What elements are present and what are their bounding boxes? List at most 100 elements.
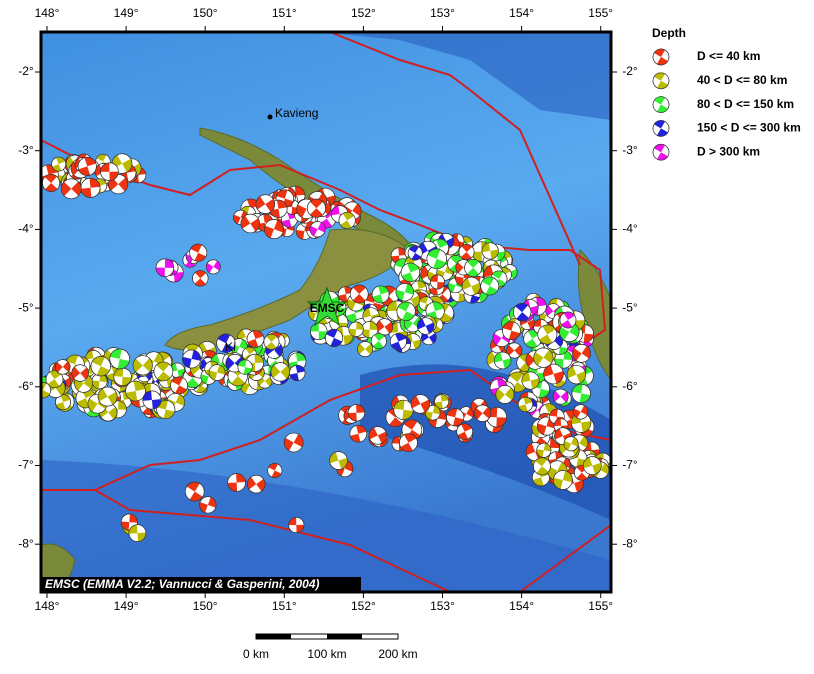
beachball-quadrant <box>106 365 121 381</box>
beachball-outline <box>189 243 208 262</box>
beachball-quadrant <box>352 284 366 303</box>
beachball-quadrant <box>186 482 203 502</box>
credit: EMSC (EMMA V2.2; Vannucci & Gasperini, 2… <box>45 577 320 591</box>
beachball-quadrant <box>521 372 540 389</box>
lon-label: 155° <box>588 6 613 20</box>
beachball-quadrant <box>547 461 568 480</box>
beachball <box>329 451 348 470</box>
beachball-quadrant <box>460 244 473 260</box>
beachball-quadrant <box>400 433 417 452</box>
lon-label: 155° <box>588 599 613 613</box>
beachball <box>400 262 421 282</box>
beachball <box>652 96 670 113</box>
beachball-outline <box>357 341 374 357</box>
beachball <box>536 442 552 458</box>
beachball <box>425 405 441 421</box>
beachball-outline <box>536 442 552 458</box>
beachball-outline <box>347 404 366 422</box>
beachball-outline <box>407 245 423 261</box>
beachball <box>480 276 500 296</box>
beachball-quadrant <box>52 157 66 172</box>
beachball-outline <box>461 276 481 296</box>
lon-label: 153° <box>430 599 455 613</box>
beachball <box>184 481 205 502</box>
beachball-quadrant <box>55 361 71 373</box>
lat-label: -7° <box>18 458 34 472</box>
beachball-quadrant <box>247 476 266 492</box>
beachball <box>41 382 52 399</box>
beachball-quadrant <box>438 234 454 248</box>
lat-label: -3° <box>18 143 34 157</box>
beachball <box>371 285 390 304</box>
beachball-quadrant <box>133 358 153 373</box>
beachball-quadrant <box>281 211 298 228</box>
beachball-outline <box>582 456 602 475</box>
beachball-quadrant <box>310 323 328 340</box>
beachball-outline <box>652 143 670 161</box>
beachball-quadrant <box>583 457 602 475</box>
beachball-outline <box>430 274 445 290</box>
beachball-quadrant <box>206 260 221 273</box>
place-label: Kavieng <box>275 106 318 120</box>
beachball-quadrant <box>567 366 586 384</box>
lat-label: -8° <box>18 536 34 550</box>
beachball-quadrant <box>255 196 275 212</box>
beachball <box>240 213 260 234</box>
beachball-outline <box>153 361 174 382</box>
beachball-quadrant <box>74 375 93 391</box>
beachball-quadrant <box>268 463 282 478</box>
beachball-quadrant <box>462 277 481 295</box>
beachball-outline <box>517 396 534 412</box>
legend-label: D <= 40 km <box>697 49 760 63</box>
beachball <box>523 329 542 348</box>
beachball-quadrant <box>515 303 529 321</box>
beachball-quadrant <box>243 347 256 362</box>
beachball-quadrant <box>78 157 96 176</box>
beachball-quadrant <box>98 388 118 405</box>
scale-bar: 0 km 100 km 200 km <box>243 633 418 661</box>
lon-label: 150° <box>193 599 218 613</box>
beachball-quadrant <box>237 359 253 375</box>
beachball-outline <box>170 376 188 395</box>
beachball <box>652 143 670 161</box>
beachball-quadrant <box>269 200 288 218</box>
beachball-outline <box>434 394 450 409</box>
beachball-outline <box>493 351 512 370</box>
beachball <box>370 333 387 350</box>
deep-basin <box>320 32 611 120</box>
beachball-outline <box>349 424 368 443</box>
beachball <box>464 259 482 277</box>
beachball-outline <box>41 382 52 399</box>
beachball-quadrant <box>361 321 378 338</box>
beachball-outline <box>132 355 153 376</box>
beachball-quadrant <box>372 285 389 303</box>
beachball-quadrant <box>265 334 278 350</box>
beachball <box>192 270 209 287</box>
beachball-quadrant <box>446 408 464 426</box>
beachball-outline <box>125 380 146 402</box>
beachball-quadrant <box>481 242 499 260</box>
beachball-outline <box>120 513 138 531</box>
scale-label: 200 km <box>378 647 417 661</box>
beachball-quadrant <box>348 321 364 337</box>
beachball-outline <box>329 451 348 470</box>
beachball-quadrant <box>564 437 579 451</box>
beachball-outline <box>255 194 276 214</box>
beachball-quadrant <box>61 181 82 196</box>
beachball <box>132 355 153 376</box>
beachball <box>97 386 118 407</box>
beachball-quadrant <box>559 323 580 341</box>
beachball-quadrant <box>155 258 174 277</box>
beachball-outline <box>109 348 130 370</box>
beachball <box>517 396 534 412</box>
beachball-quadrant <box>271 364 290 379</box>
beachball-quadrant <box>55 394 71 410</box>
beachball-quadrant <box>426 301 444 321</box>
beachball-quadrant <box>190 244 206 262</box>
beachball <box>434 394 450 409</box>
beachball-quadrant <box>434 394 449 409</box>
beachball-quadrant <box>41 382 50 398</box>
beachball <box>652 120 670 137</box>
place-label: Ki <box>225 340 236 354</box>
beachball-outline <box>512 303 532 322</box>
